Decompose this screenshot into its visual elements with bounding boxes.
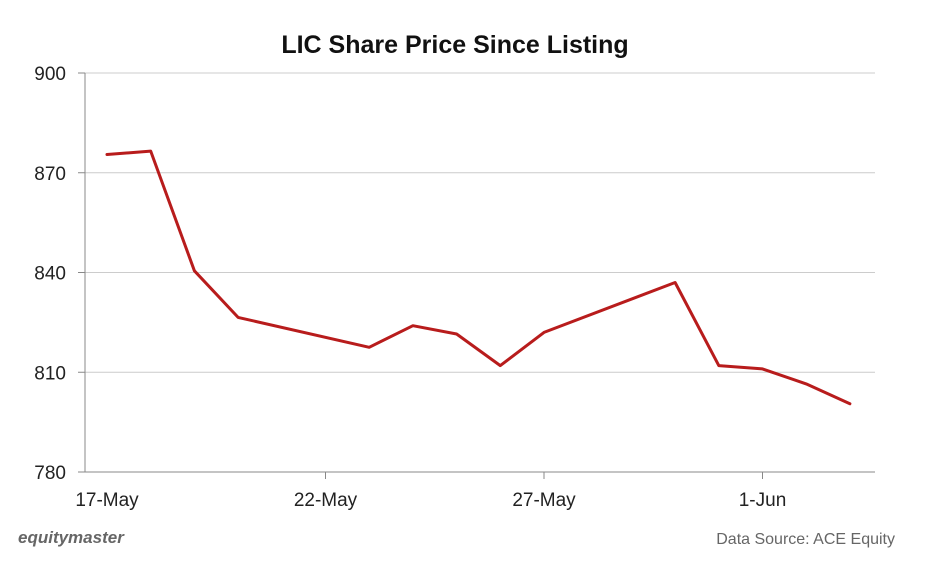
gridlines xyxy=(85,72,875,373)
x-tick-label: 27-May xyxy=(512,490,576,511)
series-layer xyxy=(105,149,852,406)
x-tick-label: 22-May xyxy=(294,490,358,511)
data-source: Data Source: ACE Equity xyxy=(716,531,895,548)
x-tick-label: 17-May xyxy=(75,490,139,511)
x-tick-label: 1-Jun xyxy=(739,490,787,511)
price-line xyxy=(105,149,852,406)
y-axis: 900 870 840 810 780 xyxy=(34,64,86,484)
y-tick-label: 900 xyxy=(34,64,66,85)
y-tick-label: 780 xyxy=(34,463,66,484)
x-axis: 17-May 22-May 27-May 1-Jun xyxy=(75,471,875,511)
y-tick-label: 870 xyxy=(34,164,66,185)
y-tick-label: 810 xyxy=(34,363,66,384)
y-tick-label: 840 xyxy=(34,264,66,285)
brand-logo: equitymaster xyxy=(18,528,125,547)
chart-title: LIC Share Price Since Listing xyxy=(281,31,628,59)
